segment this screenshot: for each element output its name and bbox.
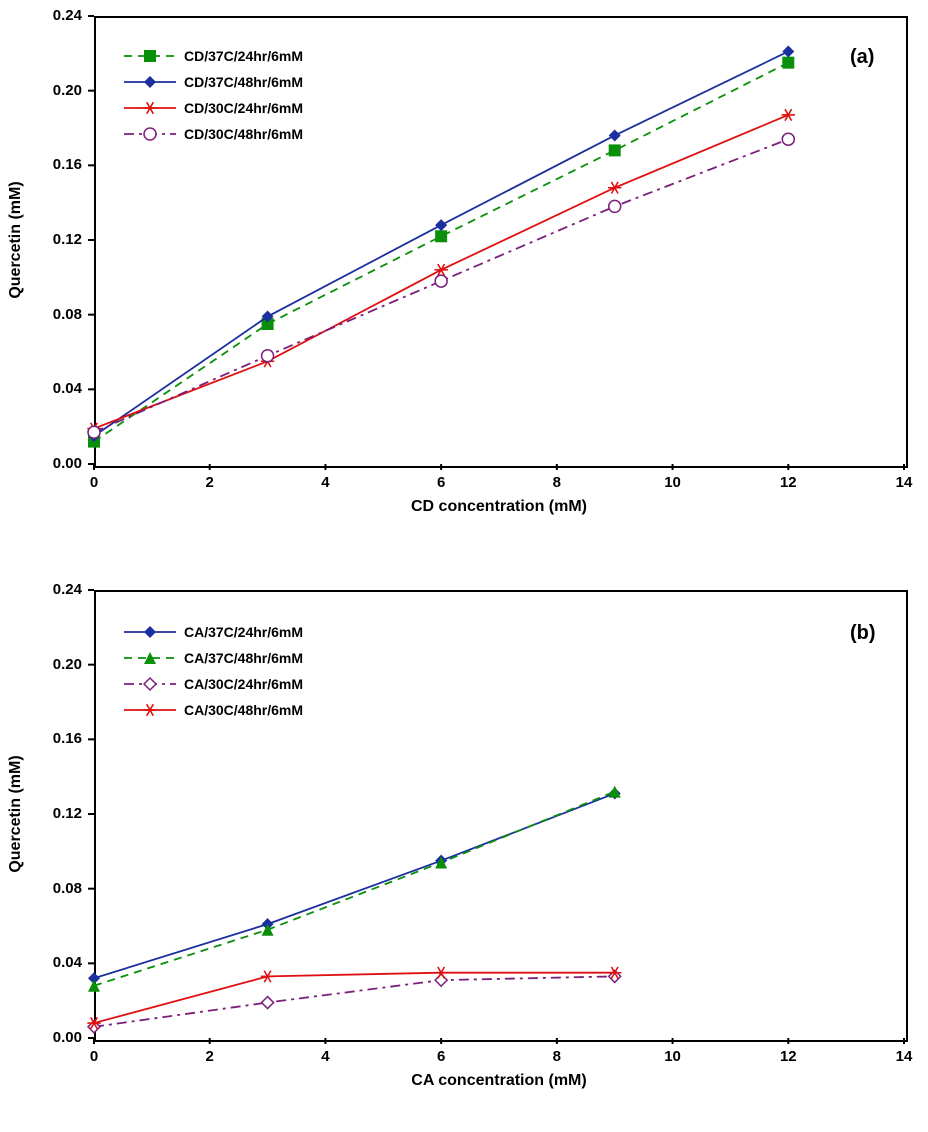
xtick-label: 0: [82, 1048, 106, 1065]
xtick-label: 10: [661, 1048, 685, 1065]
xtick-label: 6: [429, 1048, 453, 1065]
series-marker: [782, 133, 794, 145]
legend-swatch: [122, 674, 178, 694]
legend-label: CA/37C/24hr/6mM: [184, 624, 303, 640]
series-marker: [609, 144, 621, 156]
legend-item: CD/30C/48hr/6mM: [122, 122, 303, 146]
ytick-label: 0.12: [53, 231, 82, 248]
legend-label: CA/30C/48hr/6mM: [184, 702, 303, 718]
xtick-label: 14: [892, 474, 916, 491]
legend-label: CD/30C/24hr/6mM: [184, 100, 303, 116]
legend-swatch: [122, 72, 178, 92]
series-marker: [88, 426, 100, 438]
xtick-label: 8: [545, 474, 569, 491]
xtick-label: 10: [661, 474, 685, 491]
series-marker: [609, 129, 621, 141]
series-marker: [435, 219, 447, 231]
legend-item: CA/30C/24hr/6mM: [122, 672, 303, 696]
ytick-label: 0.24: [53, 7, 82, 24]
series-marker: [435, 230, 447, 242]
series-marker: [262, 350, 274, 362]
legend-label: CA/37C/48hr/6mM: [184, 650, 303, 666]
series-marker: [435, 974, 447, 986]
legend-label: CA/30C/24hr/6mM: [184, 676, 303, 692]
legend-swatch: [122, 124, 178, 144]
series-marker: [435, 275, 447, 287]
legend: CD/37C/24hr/6mM CD/37C/48hr/6mM CD/30C/24h…: [122, 44, 303, 148]
ytick-label: 0.08: [53, 306, 82, 323]
legend-item: CA/37C/48hr/6mM: [122, 646, 303, 670]
series-marker: [782, 109, 795, 120]
legend-item: CA/37C/24hr/6mM: [122, 620, 303, 644]
legend: CA/37C/24hr/6mM CA/37C/48hr/6mM CA/30C/24h…: [122, 620, 303, 724]
xtick-label: 4: [313, 474, 337, 491]
xtick-label: 8: [545, 1048, 569, 1065]
legend-item: CA/30C/48hr/6mM: [122, 698, 303, 722]
series-marker: [262, 997, 274, 1009]
xtick-label: 6: [429, 474, 453, 491]
y-axis-label: Quercetin (mM): [7, 181, 25, 298]
panel-label: (a): [850, 46, 874, 69]
ytick-label: 0.00: [53, 455, 82, 472]
xtick-label: 2: [198, 474, 222, 491]
series-marker: [88, 980, 100, 992]
legend-item: CD/37C/48hr/6mM: [122, 70, 303, 94]
legend-swatch: [122, 46, 178, 66]
xtick-label: 2: [198, 1048, 222, 1065]
panel-label: (b): [850, 622, 876, 645]
ytick-label: 0.08: [53, 880, 82, 897]
series-marker: [782, 57, 794, 69]
legend-label: CD/30C/48hr/6mM: [184, 126, 303, 142]
x-axis-label: CA concentration (mM): [94, 1072, 904, 1090]
ytick-label: 0.12: [53, 805, 82, 822]
series-marker: [435, 264, 448, 275]
ytick-label: 0.04: [53, 954, 82, 971]
series-line: [94, 792, 615, 986]
series-line: [94, 793, 615, 978]
series-marker: [609, 786, 621, 798]
ytick-label: 0.16: [53, 730, 82, 747]
ytick-label: 0.24: [53, 581, 82, 598]
legend-item: CD/37C/24hr/6mM: [122, 44, 303, 68]
legend-label: CD/37C/24hr/6mM: [184, 48, 303, 64]
series-marker: [261, 971, 274, 982]
series-marker: [782, 45, 794, 57]
ytick-label: 0.00: [53, 1029, 82, 1046]
xtick-label: 4: [313, 1048, 337, 1065]
series-line: [94, 115, 788, 429]
legend-swatch: [122, 700, 178, 720]
xtick-label: 12: [776, 1048, 800, 1065]
ytick-label: 0.20: [53, 656, 82, 673]
xtick-label: 0: [82, 474, 106, 491]
ytick-label: 0.04: [53, 380, 82, 397]
series-marker: [609, 200, 621, 212]
xtick-label: 14: [892, 1048, 916, 1065]
y-axis-label: Quercetin (mM): [7, 755, 25, 872]
ytick-label: 0.16: [53, 156, 82, 173]
legend-swatch: [122, 98, 178, 118]
legend-item: CD/30C/24hr/6mM: [122, 96, 303, 120]
legend-label: CD/37C/48hr/6mM: [184, 74, 303, 90]
series-marker: [608, 182, 621, 193]
x-axis-label: CD concentration (mM): [94, 498, 904, 516]
legend-swatch: [122, 622, 178, 642]
ytick-label: 0.20: [53, 82, 82, 99]
xtick-label: 12: [776, 474, 800, 491]
legend-swatch: [122, 648, 178, 668]
